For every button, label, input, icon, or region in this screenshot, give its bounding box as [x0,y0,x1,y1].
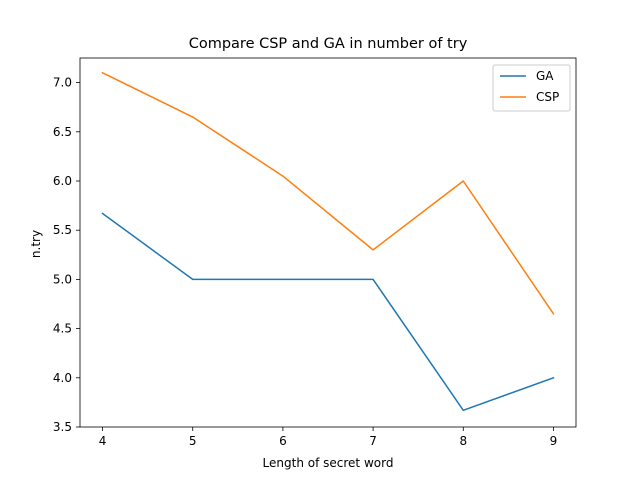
y-tick-label: 3.5 [53,420,72,434]
plot-area [101,71,555,412]
x-tick-label: 4 [99,434,107,448]
legend: GA CSP [492,64,571,112]
y-tick-label: 5.5 [53,223,72,237]
legend-label-csp: CSP [536,90,559,104]
legend-box [492,64,571,112]
y-axis-label: n.try [29,230,43,258]
y-tick-label: 6.0 [53,174,72,188]
x-axis-label: Length of secret word [263,456,394,470]
chart-title: Compare CSP and GA in number of try [189,36,468,52]
x-tick-label: 6 [279,434,287,448]
series-line-csp [101,71,555,315]
y-tick-label: 4.5 [53,322,72,336]
series-line-ga [101,212,555,412]
axes-frame [79,57,577,428]
y-tick-label: 5.0 [53,272,72,286]
x-tick-label: 8 [459,434,467,448]
y-tick-label: 4.0 [53,371,72,385]
x-tick-label: 9 [550,434,558,448]
y-tick-label: 6.5 [53,125,72,139]
x-tick-label: 7 [369,434,377,448]
y-tick-label: 7.0 [53,76,72,90]
legend-label-ga: GA [536,69,554,83]
axes: 4 5 6 7 8 9 3.5 4.0 4.5 5.0 5.5 6.0 6.5 7.0 [53,57,577,448]
x-tick-label: 5 [189,434,197,448]
